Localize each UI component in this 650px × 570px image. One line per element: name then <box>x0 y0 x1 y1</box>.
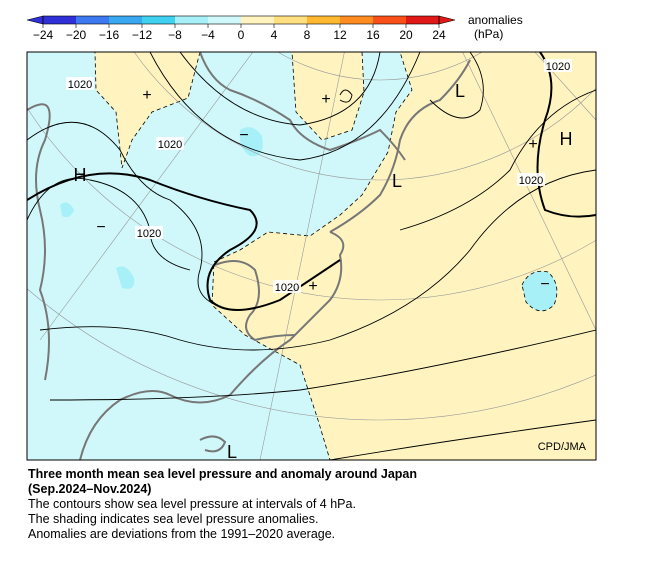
colorbar-segment <box>406 16 439 24</box>
caption-line: The shading indicates sea level pressure… <box>28 512 319 526</box>
colorbar-arrow <box>438 15 456 25</box>
colorbar-tick-label: −4 <box>201 28 215 42</box>
colorbar-segment <box>208 16 241 24</box>
coastline <box>27 52 471 460</box>
positive-anomaly <box>211 52 596 460</box>
caption-line: The contours show sea level pressure at … <box>28 497 356 511</box>
positive-anomaly <box>94 52 201 169</box>
colorbar-tick-label: −16 <box>99 28 120 42</box>
contour-label-bg <box>273 280 301 293</box>
colorbar-segment <box>340 16 373 24</box>
contour-label: 1020 <box>68 79 92 91</box>
colorbar-unit: (hPa) <box>474 27 503 41</box>
colorbar-tick-label: −24 <box>33 28 54 42</box>
colorbar: −24 −20 −16 −12 −8 −4 0 4 8 12 16 20 24 anomalies(hPa… <box>26 13 523 42</box>
contour-label: 1020 <box>158 139 182 151</box>
isobar-1020 <box>27 52 596 311</box>
colorbar-segment <box>241 16 274 24</box>
anomaly-marker: − <box>540 276 549 293</box>
colorbar-label: anomalies <box>468 13 523 27</box>
figure: −24 −20 −16 −12 −8 −4 0 4 8 12 16 20 24 anomalies(hPa… <box>26 13 597 462</box>
anomaly-marker: + <box>528 136 537 153</box>
colorbar-tick-label: 4 <box>271 28 278 42</box>
colorbar-tick-label: 12 <box>333 28 347 42</box>
contour-label-bg <box>156 137 184 150</box>
contour-label: 1020 <box>519 175 543 187</box>
contour-label: 1020 <box>546 61 570 73</box>
colorbar-arrow <box>26 15 44 25</box>
colorbar-segment <box>373 16 406 24</box>
caption-period: (Sep.2024–Nov.2024) <box>28 482 152 496</box>
caption-line: Anomalies are deviations from the 1991–2… <box>28 527 336 541</box>
contour-label-bg <box>544 59 572 72</box>
anomaly-marker: + <box>142 87 151 104</box>
map-labels: 1020 1020 1020 1020 1020 1020 H H L L L + + + + − − − <box>66 59 573 462</box>
colorbar-segment <box>76 16 109 24</box>
isobar <box>27 52 596 460</box>
map-frame <box>26 51 597 461</box>
colorbar-tick-label: 20 <box>399 28 413 42</box>
positive-anomaly <box>291 52 365 141</box>
contour-label: 1020 <box>137 228 161 240</box>
contour-label-bg <box>66 77 94 90</box>
colorbar-tick-label: −8 <box>168 28 182 42</box>
colorbar-tick-label: 0 <box>238 28 245 42</box>
anomaly-marker: + <box>321 91 330 108</box>
pressure-center: L <box>455 81 465 101</box>
colorbar-segment <box>307 16 340 24</box>
colorbar-tick-label: −20 <box>66 28 87 42</box>
pressure-center: L <box>227 442 237 462</box>
colorbar-tick-label: 8 <box>304 28 311 42</box>
colorbar-segment <box>142 16 175 24</box>
negative-anomaly <box>521 270 558 312</box>
negative-anomaly <box>60 127 263 289</box>
anomaly-marker: − <box>96 219 105 236</box>
contour-label-bg <box>135 226 163 239</box>
caption-title: Three month mean sea level pressure and … <box>28 467 418 481</box>
graticule <box>27 52 596 460</box>
contour-label-bg <box>517 173 545 186</box>
pressure-center: L <box>392 171 402 191</box>
colorbar-segment <box>43 16 76 24</box>
pressure-center: H <box>560 129 573 149</box>
colorbar-tick-label: 24 <box>432 28 446 42</box>
colorbar-segment <box>175 16 208 24</box>
anomaly-marker: + <box>308 278 317 295</box>
pressure-center: H <box>74 165 87 185</box>
colorbar-tick-label: −12 <box>132 28 153 42</box>
credit: CPD/JMA <box>538 441 587 453</box>
anomaly-marker: − <box>239 127 248 144</box>
map <box>27 52 596 460</box>
colorbar-segment <box>109 16 142 24</box>
colorbar-tick-label: 16 <box>366 28 380 42</box>
contour-label: 1020 <box>275 282 299 294</box>
colorbar-segment <box>274 16 307 24</box>
